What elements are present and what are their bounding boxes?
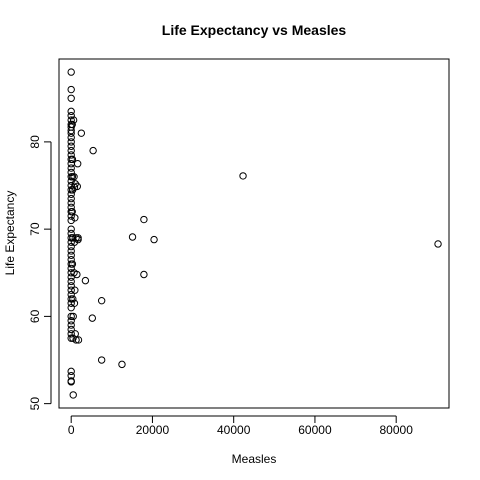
data-point — [67, 325, 75, 334]
data-point — [67, 194, 75, 203]
y-tick-label: 50 — [28, 397, 42, 411]
data-point — [67, 277, 75, 286]
data-point — [67, 317, 75, 325]
data-point — [118, 360, 126, 369]
data-point — [67, 164, 75, 172]
data-point — [68, 155, 77, 164]
data-point — [70, 173, 78, 181]
data-point — [67, 116, 75, 124]
data-point — [97, 296, 106, 305]
x-tick-label: 0 — [68, 423, 75, 437]
data-point — [140, 215, 148, 224]
data-point — [67, 94, 75, 102]
data-point — [97, 356, 106, 364]
data-point — [68, 207, 76, 216]
data-point — [67, 282, 75, 290]
data-point — [67, 367, 75, 376]
data-point — [70, 299, 79, 307]
data-point — [68, 120, 76, 129]
y-tick-label: 80 — [28, 135, 42, 149]
data-point — [67, 133, 75, 142]
data-point — [88, 314, 97, 322]
y-axis: 50 60 70 80 — [28, 135, 52, 411]
data-point — [77, 129, 86, 137]
chart-title: Life Expectancy vs Measles — [162, 22, 347, 38]
data-point — [67, 203, 75, 212]
data-point — [69, 295, 77, 303]
data-point — [69, 391, 77, 399]
data-point — [67, 112, 75, 120]
data-point — [67, 247, 75, 255]
data-point — [73, 182, 81, 191]
data-point — [67, 229, 75, 238]
y-axis-label: Life Expectancy — [3, 191, 17, 276]
data-point — [72, 336, 80, 344]
data-point — [140, 270, 148, 279]
data-point — [434, 240, 442, 248]
data-point — [67, 199, 75, 207]
data-point — [67, 129, 75, 137]
data-point — [74, 235, 82, 244]
data-point — [68, 260, 77, 268]
data-point — [67, 378, 75, 386]
data-point — [239, 172, 247, 180]
data-point — [70, 238, 79, 246]
data-point — [67, 216, 75, 225]
plot-frame — [58, 58, 450, 409]
data-point — [69, 234, 77, 242]
data-point — [69, 312, 77, 321]
x-tick-label: 40000 — [217, 423, 251, 437]
x-tick-label: 80000 — [380, 423, 414, 437]
data-point — [71, 286, 79, 294]
data-point — [73, 270, 81, 279]
data-point — [67, 251, 75, 260]
data-point — [72, 234, 80, 242]
x-tick-label: 20000 — [136, 423, 170, 437]
y-tick-label: 60 — [28, 309, 42, 323]
data-point — [67, 142, 75, 150]
data-point — [67, 299, 75, 307]
data-point — [81, 276, 90, 285]
points-layer — [67, 68, 442, 399]
x-axis-label: Measles — [232, 452, 277, 466]
data-point — [67, 255, 75, 264]
data-point — [67, 321, 75, 329]
data-point — [128, 233, 137, 241]
data-point — [67, 138, 75, 146]
data-point — [67, 238, 75, 246]
data-point — [67, 190, 75, 198]
data-point — [67, 151, 75, 159]
data-point — [67, 146, 75, 155]
x-axis: 0 20000 40000 60000 80000 — [68, 415, 414, 437]
data-point — [67, 85, 75, 94]
data-point — [89, 146, 97, 155]
data-point — [67, 303, 75, 312]
data-point — [71, 214, 79, 222]
data-point — [67, 290, 75, 299]
x-tick-label: 60000 — [298, 423, 332, 437]
data-point — [67, 68, 75, 76]
data-point — [69, 116, 78, 124]
data-point — [74, 336, 83, 344]
data-point — [67, 225, 75, 233]
data-point — [67, 312, 75, 321]
data-point — [73, 160, 82, 168]
data-point — [67, 212, 75, 220]
data-point — [150, 235, 158, 244]
y-tick-label: 70 — [28, 222, 42, 236]
data-point — [67, 107, 75, 116]
data-point — [67, 330, 75, 338]
data-point — [67, 286, 75, 294]
